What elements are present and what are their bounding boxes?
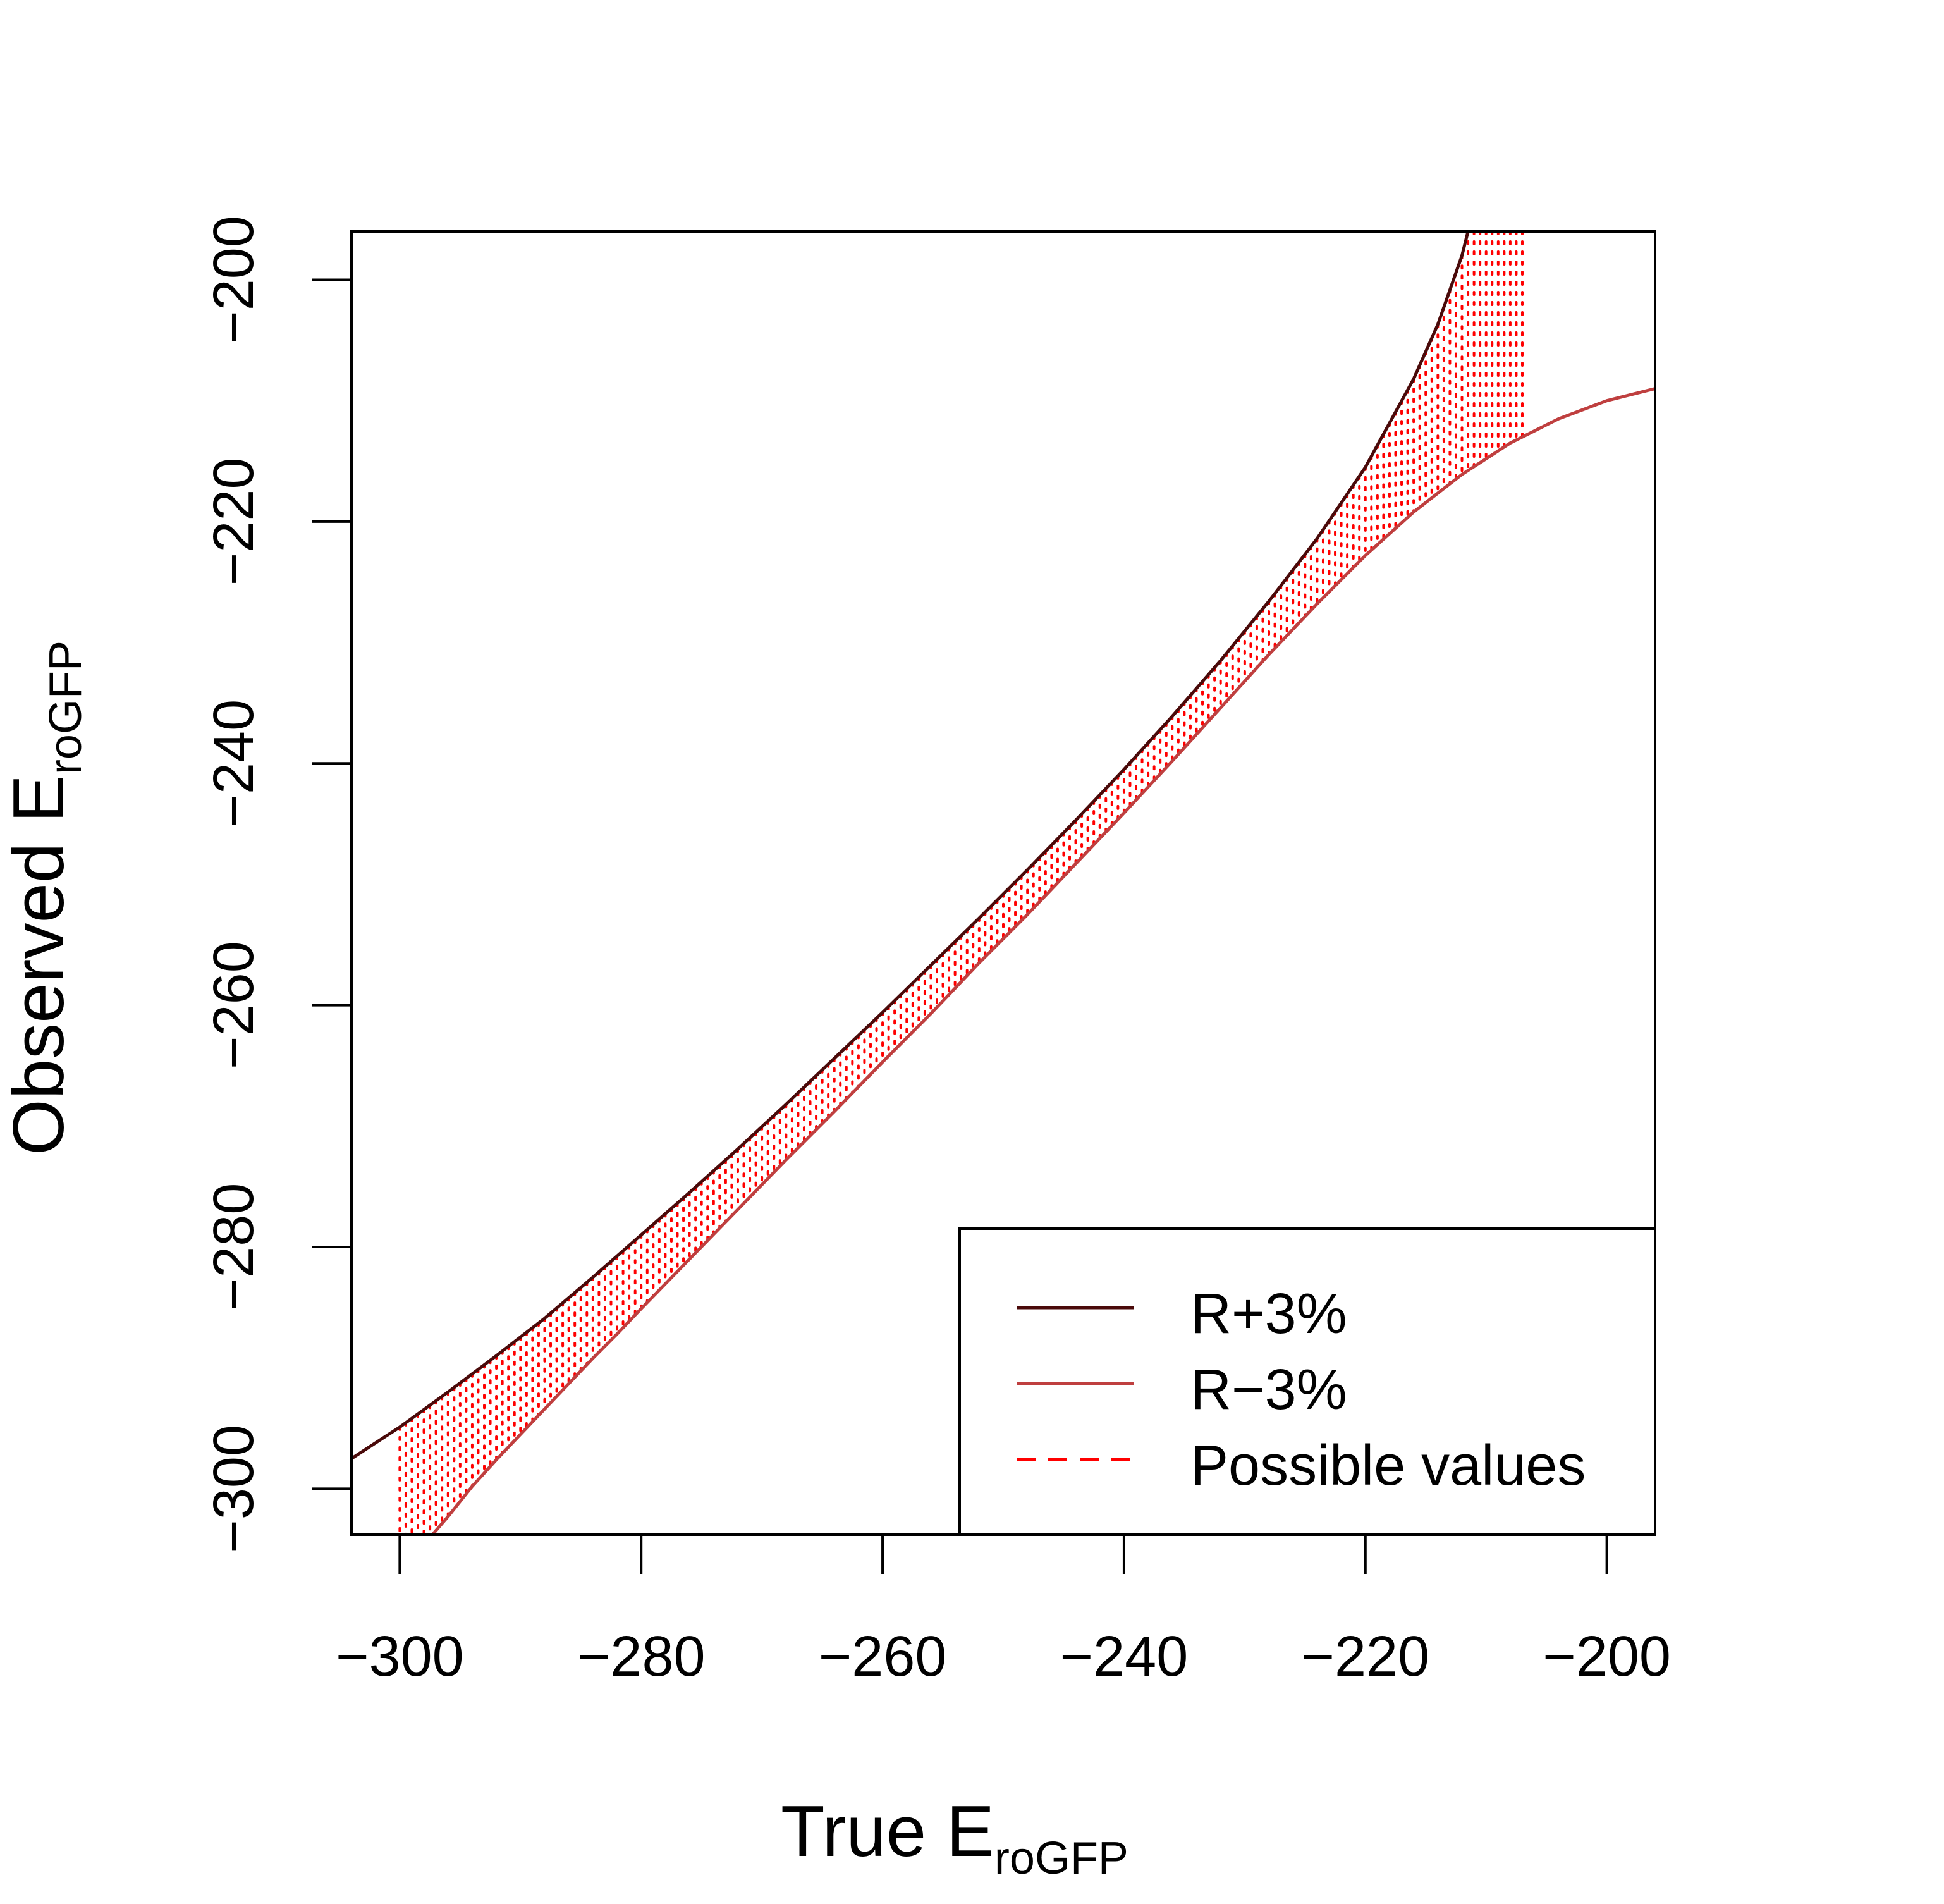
x-tick-label: −300	[336, 1625, 464, 1688]
y-tick-label: −220	[202, 457, 266, 586]
series-line-r-plus	[352, 231, 1470, 1460]
x-tick-label: −200	[1543, 1625, 1671, 1688]
x-tick-label: −240	[1060, 1625, 1189, 1688]
legend: R+3% R−3% Possible values	[958, 1227, 1656, 1536]
x-tick-label: −280	[577, 1625, 706, 1688]
y-tick-label: −240	[202, 699, 266, 828]
x-axis-label-main: True E	[781, 1791, 994, 1872]
y-tick-label: −260	[202, 941, 266, 1069]
x-tick-label: −220	[1301, 1625, 1429, 1688]
y-axis-label-main: Observed E	[0, 775, 79, 1155]
y-axis-label-subscript: roGFP	[40, 641, 91, 775]
legend-label-possible-values: Possible values	[1190, 1434, 1586, 1497]
y-tick-label: −280	[202, 1183, 266, 1311]
x-tick-label: −260	[819, 1625, 947, 1688]
x-axis-label: True EroGFP	[781, 1791, 1128, 1884]
series-line-r-minus	[431, 387, 1655, 1535]
legend-label-r-plus: R+3%	[1190, 1282, 1347, 1346]
possible-values-shading	[398, 231, 1524, 1535]
y-tick-label: −300	[202, 1425, 266, 1553]
x-axis-label-subscript: roGFP	[994, 1833, 1128, 1884]
y-axis: −300 −280 −260 −240 −220 −200	[202, 216, 353, 1553]
legend-label-r-minus: R−3%	[1190, 1358, 1347, 1422]
x-axis: −300 −280 −260 −240 −220 −200	[336, 1533, 1671, 1688]
series-layer	[352, 231, 1655, 1535]
y-tick-label: −200	[202, 216, 266, 344]
y-axis-label: Observed EroGFP	[0, 641, 91, 1155]
legend-box	[958, 1227, 1656, 1536]
